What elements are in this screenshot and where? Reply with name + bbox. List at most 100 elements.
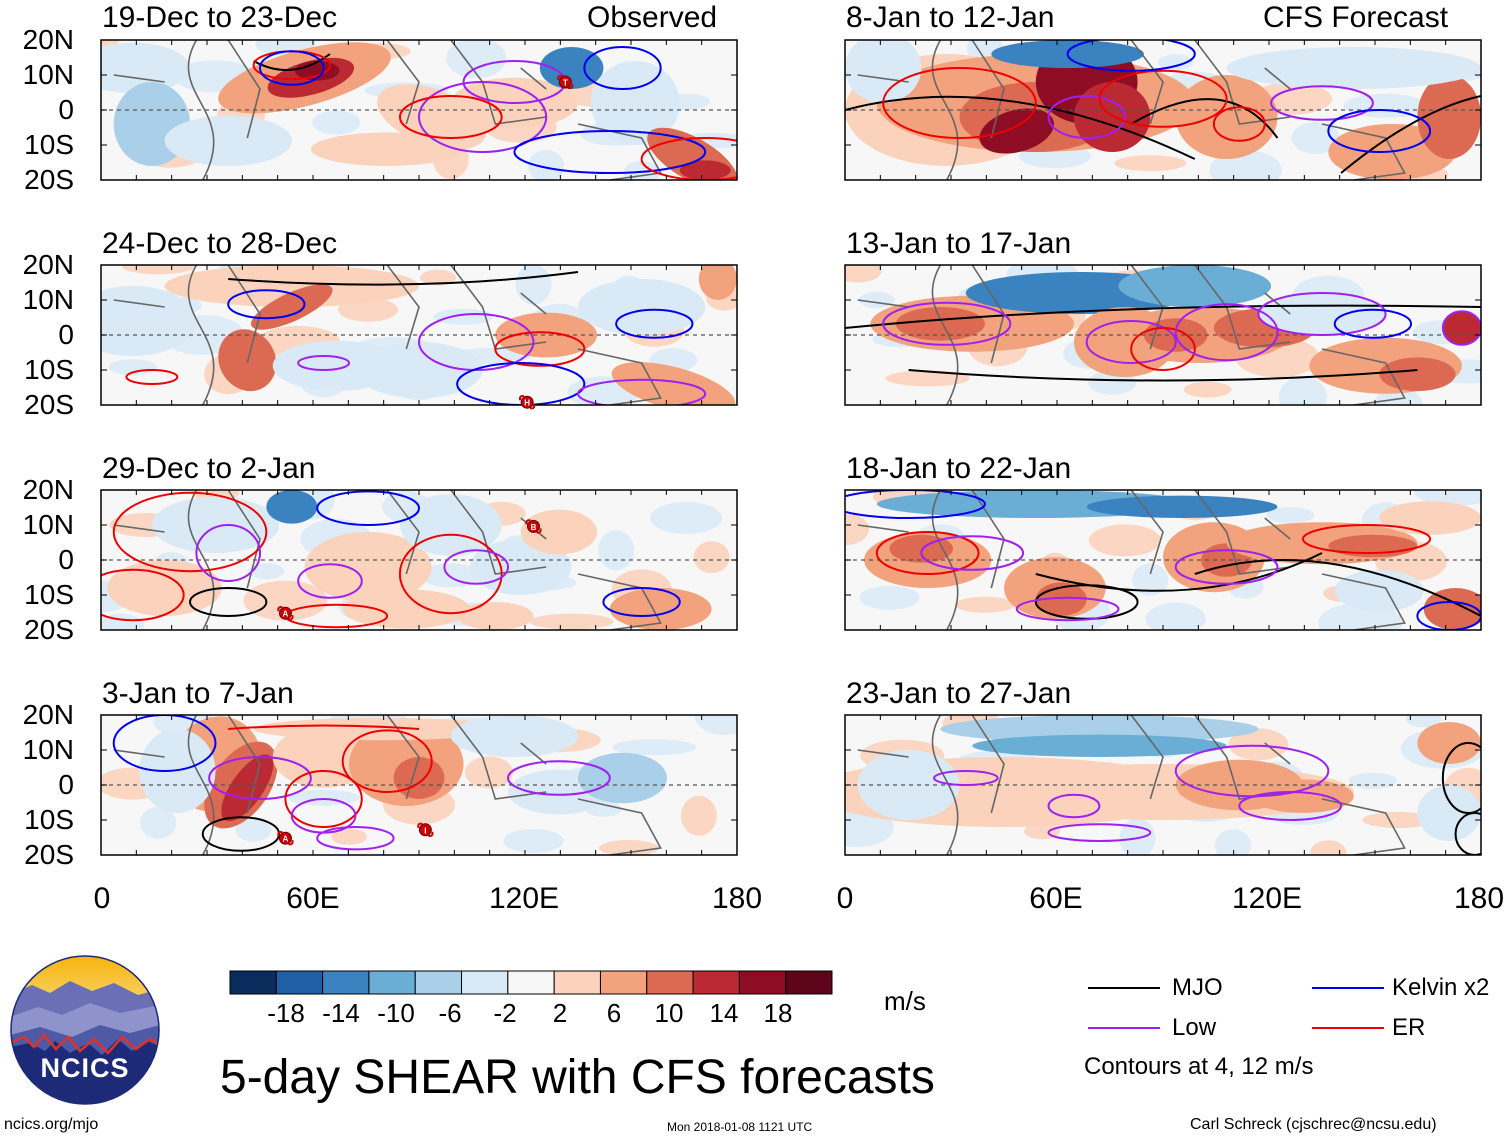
- low-contour: [195, 524, 261, 582]
- storm-marker-arms: [277, 831, 294, 846]
- mjo-contour: [1454, 812, 1481, 855]
- shear-anomaly-region: [342, 589, 470, 629]
- shear-anomaly-region: [272, 726, 375, 788]
- kelvin-contour: [583, 46, 662, 90]
- storm-marker: B: [525, 519, 542, 534]
- panel-title: 19-Dec to 23-Dec: [102, 1, 338, 34]
- shear-anomaly-patch: [1362, 812, 1435, 828]
- lat-label: 20N: [22, 699, 74, 730]
- shear-anomaly-region: [698, 265, 737, 300]
- kelvin-contour: [227, 289, 306, 320]
- shear-anomaly-patch: [954, 596, 1015, 613]
- lat-label: 10N: [22, 734, 74, 765]
- shear-anomaly-region: [578, 279, 706, 335]
- lat-label: 0: [58, 769, 74, 800]
- shear-anomaly-region: [609, 588, 712, 630]
- shear-anomaly-patch: [1343, 93, 1428, 118]
- shear-anomaly-region: [1252, 779, 1354, 813]
- lon-label: 60E: [1029, 882, 1083, 915]
- colorbar-segment: [368, 970, 416, 995]
- shear-anomaly-patch: [845, 513, 869, 546]
- storm-marker-arms: [525, 519, 542, 534]
- colorbar-segment: [507, 970, 555, 995]
- shear-anomaly-region: [1334, 569, 1424, 612]
- low-contour: [1174, 303, 1279, 362]
- storm-marker-body: [278, 606, 292, 620]
- lat-label: 0: [58, 94, 74, 125]
- shear-anomaly-patch: [446, 40, 507, 79]
- colorbar-tick-label: 14: [709, 998, 739, 1028]
- mjo-contour: [845, 95, 1196, 160]
- shear-anomaly-region: [979, 108, 1054, 154]
- lat-label: 20S: [24, 614, 74, 645]
- map-panel: [845, 265, 1481, 405]
- storm-marker-label: A: [283, 835, 289, 844]
- shear-anomaly-region: [221, 754, 274, 822]
- lat-label: 20S: [24, 389, 74, 420]
- lat-label: 20S: [24, 839, 74, 870]
- legend-note: Contours at 4, 12 m/s: [1084, 1053, 1314, 1080]
- lat-label: 10S: [24, 579, 74, 610]
- storm-marker-label: H: [524, 399, 530, 408]
- figure-title: 5-day SHEAR with CFS forecasts: [220, 1051, 935, 1104]
- shear-anomaly-region: [101, 286, 197, 356]
- lon-label: 0: [93, 882, 111, 915]
- shear-anomaly-patch: [1145, 602, 1206, 630]
- shear-anomaly-region: [101, 42, 191, 94]
- shear-anomaly-patch: [1228, 728, 1289, 761]
- shear-anomaly-patch: [515, 265, 552, 305]
- colorbar-tick-label: 6: [606, 998, 622, 1028]
- map-panel: [101, 40, 737, 180]
- colorbar-segment: [785, 970, 833, 995]
- low-contour: [1174, 549, 1279, 585]
- low-contour: [1441, 310, 1481, 346]
- kelvin-contour: [1066, 40, 1196, 72]
- er-contour: [640, 137, 737, 180]
- shear-anomaly-patch: [101, 613, 145, 630]
- er-contour: [341, 729, 433, 794]
- lat-label: 10S: [24, 129, 74, 160]
- storm-marker-arms: [277, 606, 294, 621]
- low-contour: [1047, 793, 1101, 819]
- lat-label: 10N: [22, 509, 74, 540]
- colorbar-segment: [414, 970, 463, 995]
- kelvin-contour: [602, 587, 681, 617]
- shear-anomaly-patch: [529, 613, 614, 630]
- er-contour: [398, 533, 503, 615]
- kelvin-contour: [1333, 308, 1413, 339]
- er-contour: [1098, 69, 1228, 128]
- colorbar-segment: [553, 970, 601, 995]
- shear-anomaly-region: [539, 47, 604, 89]
- shear-anomaly-region: [1417, 785, 1481, 841]
- shear-anomaly-region: [972, 734, 1227, 757]
- shear-anomaly-region: [895, 307, 985, 341]
- er-contour: [875, 531, 980, 575]
- colorbar-tick-label: 10: [654, 998, 684, 1028]
- legend-label-mjo: MJO: [1172, 974, 1223, 1001]
- shear-anomaly-region: [310, 132, 464, 166]
- panel-title: 24-Dec to 28-Dec: [102, 227, 338, 260]
- shear-anomaly-patch: [623, 161, 660, 180]
- storm-marker-body: [418, 823, 432, 837]
- er-contour: [125, 369, 179, 385]
- shear-anomaly-region: [355, 342, 483, 398]
- kelvin-contour: [513, 130, 707, 174]
- shear-anomaly-region: [457, 602, 534, 630]
- map-panel: [845, 490, 1481, 630]
- shear-anomaly-patch: [312, 110, 361, 135]
- storm-marker-label: T: [563, 79, 568, 88]
- site-url[interactable]: ncics.org/mjo: [4, 1116, 99, 1133]
- panel-title: 13-Jan to 17-Jan: [846, 227, 1072, 260]
- map-panel: [101, 265, 737, 405]
- storm-marker-arms: [417, 822, 434, 837]
- colorbar-segment: [322, 970, 370, 995]
- low-contour: [933, 770, 999, 786]
- shear-anomaly-patch: [680, 795, 717, 836]
- shear-anomaly-patch: [528, 150, 565, 180]
- lon-label: 60E: [286, 882, 340, 915]
- mjo-contour: [908, 369, 1418, 382]
- mjo-contour: [845, 304, 1481, 329]
- mjo-contour: [1340, 95, 1481, 174]
- shear-anomaly-region: [164, 115, 292, 166]
